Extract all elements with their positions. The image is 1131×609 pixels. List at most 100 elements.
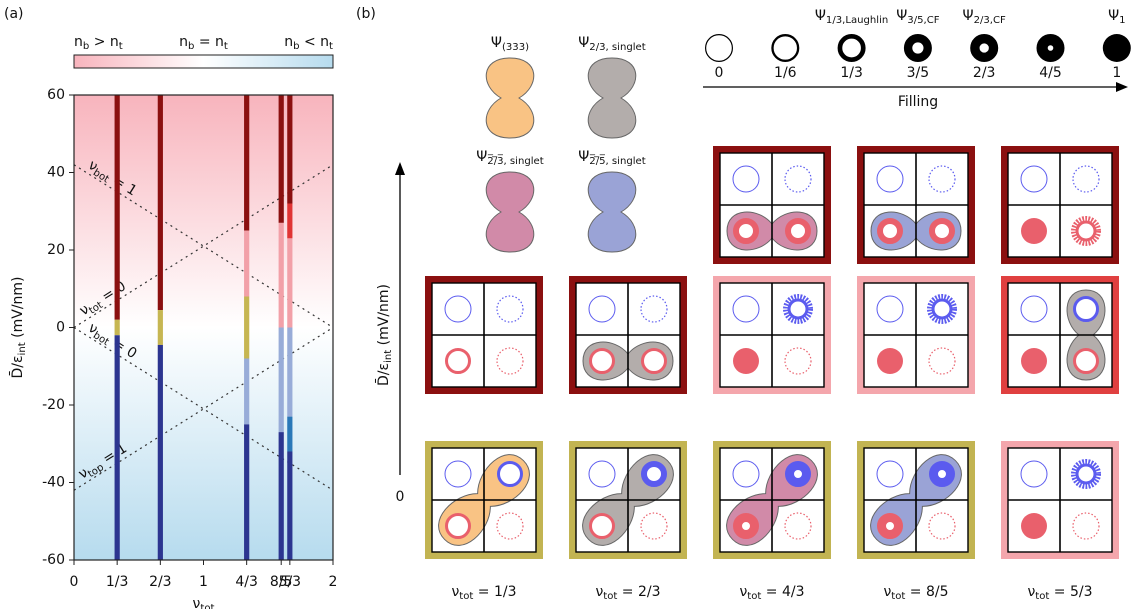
- state-label: Ψ2/3,CF: [963, 8, 1006, 26]
- state-shape: [486, 172, 534, 252]
- filling-marker: [1075, 298, 1098, 321]
- state-label: Ψ1/3,Laughlin: [815, 8, 888, 26]
- filling-label: 3/5: [907, 65, 930, 81]
- stripe-segment: [158, 310, 163, 345]
- filling-marker: [499, 463, 522, 486]
- x-tick-label: 2/3: [149, 574, 172, 590]
- stripe-segment: [279, 95, 284, 223]
- x-tick-label: 5/3: [279, 574, 302, 590]
- stripe-segment: [244, 231, 249, 297]
- filling-marker: [706, 35, 733, 62]
- column-label: νtot = 2/3: [595, 584, 660, 602]
- x-tick-label: 2: [329, 574, 338, 590]
- stripe-segment: [287, 95, 292, 204]
- filling-marker: [591, 350, 614, 373]
- x-tick-label: 1/3: [106, 574, 129, 590]
- filling-marker: [934, 466, 951, 483]
- filling-marker: [589, 461, 615, 487]
- filling-label: 0: [715, 65, 724, 81]
- stripe-segment: [279, 432, 284, 560]
- filling-marker: [789, 300, 807, 318]
- axis-zero: 0: [396, 489, 405, 505]
- filling-marker: [785, 166, 811, 192]
- column-label: νtot = 8/5: [883, 584, 948, 602]
- stripe-segment: [115, 335, 120, 560]
- plot-background: [74, 95, 333, 560]
- panel-label: (b): [356, 6, 376, 22]
- stripe-segment: [287, 238, 292, 327]
- state-label: Ψ2/3, singlet: [578, 35, 645, 53]
- filling-label: 1/3: [840, 65, 863, 81]
- filling-marker: [788, 221, 808, 241]
- stripe-segment: [158, 345, 163, 560]
- filling-marker: [1073, 513, 1099, 539]
- stripe-segment: [279, 223, 284, 328]
- arrow-head: [1116, 82, 1128, 92]
- filling-marker: [733, 166, 759, 192]
- filling-marker: [877, 461, 903, 487]
- column-label: νtot = 5/3: [1027, 584, 1092, 602]
- column-label: νtot = 4/3: [739, 584, 804, 602]
- filling-label: 4/5: [1039, 65, 1062, 81]
- filling-marker: [1021, 296, 1047, 322]
- filling-label: 2/3: [973, 65, 996, 81]
- filling-label: 1/6: [774, 65, 797, 81]
- filling-marker: [733, 348, 759, 374]
- filling-marker: [1077, 465, 1095, 483]
- filling-marker: [1021, 348, 1047, 374]
- filling-marker: [933, 300, 951, 318]
- filling-marker: [877, 166, 903, 192]
- y-tick-label: 40: [47, 165, 65, 181]
- filling-marker: [447, 515, 470, 538]
- x-axis-label: νtot: [193, 596, 215, 609]
- filling-marker: [975, 39, 994, 58]
- colorbar-label: nb < nt: [284, 34, 333, 52]
- y-axis-label: D̄/εint (mV/nm): [8, 276, 28, 378]
- filling-marker: [790, 466, 807, 483]
- filling-marker: [641, 296, 667, 322]
- filling-marker: [497, 513, 523, 539]
- filling-marker: [1073, 166, 1099, 192]
- filling-marker: [882, 518, 899, 535]
- filling-marker: [641, 513, 667, 539]
- filling-marker: [733, 296, 759, 322]
- y-tick-label: -60: [42, 552, 65, 568]
- filling-marker: [877, 296, 903, 322]
- y-tick-label: 20: [47, 242, 65, 258]
- filling-marker: [643, 350, 666, 373]
- x-tick-label: 1: [199, 574, 208, 590]
- filling-label: 1: [1112, 65, 1121, 81]
- state-shape: [486, 58, 534, 138]
- y-tick-label: 60: [47, 87, 65, 103]
- state-label: Ψ3/5,CF: [896, 8, 939, 26]
- axis-label: D̄/εint (mV/nm): [374, 284, 394, 386]
- state-label: Ψ1: [1108, 8, 1125, 26]
- filling-marker: [785, 513, 811, 539]
- filling-marker: [1077, 222, 1095, 240]
- filling-marker: [772, 35, 798, 61]
- stripe-segment: [279, 328, 284, 433]
- stripe-segment: [244, 359, 249, 425]
- state-shape: [588, 172, 636, 252]
- filling-marker: [929, 348, 955, 374]
- filling-marker: [880, 221, 900, 241]
- y-tick-label: 0: [56, 320, 65, 336]
- filling-marker: [1075, 350, 1098, 373]
- filling-marker: [738, 518, 755, 535]
- state-label: Ψ2̅/̅3̅, singlet: [476, 149, 543, 167]
- stripe-segment: [287, 452, 292, 561]
- figure: (a) (b) nb > ntnb = ntnb < ntνbot = 1νto…: [0, 0, 1131, 609]
- filling-marker: [877, 348, 903, 374]
- stripe-segment: [115, 320, 120, 336]
- colorbar: [74, 55, 333, 68]
- column-label: νtot = 1/3: [451, 584, 516, 602]
- filling-marker: [497, 348, 523, 374]
- filling-marker: [1021, 461, 1047, 487]
- stripe-segment: [287, 204, 292, 239]
- stripe-segment: [244, 95, 249, 231]
- filling-marker: [736, 221, 756, 241]
- filling-marker: [929, 166, 955, 192]
- filling-marker: [644, 464, 664, 484]
- filling-marker: [929, 513, 955, 539]
- filling-marker: [908, 38, 928, 58]
